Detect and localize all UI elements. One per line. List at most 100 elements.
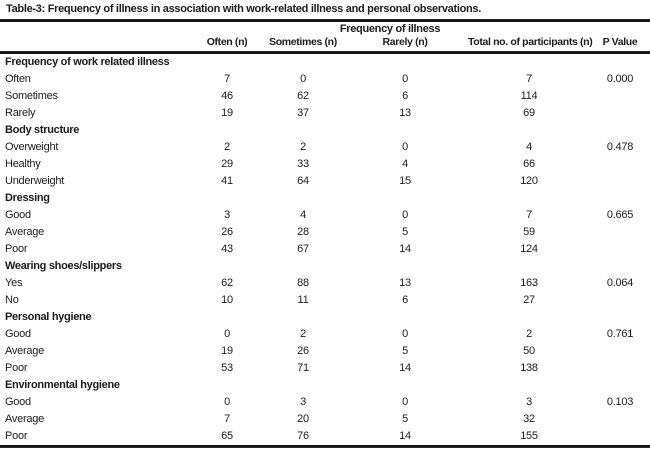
- cell-rarely: 5: [402, 413, 408, 425]
- cell-rarely: 13: [399, 277, 411, 289]
- section-header: Frequency of work related illness: [5, 56, 170, 68]
- cell-total: 2: [526, 328, 532, 340]
- row-label: Good: [5, 328, 31, 340]
- row-label: Poor: [5, 362, 28, 374]
- cell-sometimes: 26: [297, 345, 309, 357]
- row-label: No: [5, 294, 19, 306]
- cell-rarely: 5: [402, 345, 408, 357]
- row-label: Healthy: [5, 158, 41, 170]
- cell-rarely: 6: [402, 90, 408, 102]
- row-label: Poor: [5, 430, 28, 442]
- cell-p: [590, 224, 650, 241]
- cell-total: 7: [526, 209, 532, 221]
- span-row-spacer-right: [590, 22, 650, 36]
- section-header: Wearing shoes/slippers: [5, 260, 122, 272]
- cell-often: 0: [224, 328, 230, 340]
- cell-p: [590, 105, 650, 122]
- cell-total: 50: [523, 345, 535, 357]
- cell-often: 19: [221, 345, 233, 357]
- cell-rarely: 0: [402, 396, 408, 408]
- cell-sometimes: 71: [297, 362, 309, 374]
- cell-total: 66: [523, 158, 535, 170]
- cell-sometimes: 67: [297, 243, 309, 255]
- column-header-empty: [0, 36, 190, 51]
- cell-total: 59: [523, 226, 535, 238]
- table-caption: Table-3: Frequency of illness in associa…: [6, 3, 481, 15]
- caption-divider: [0, 19, 650, 22]
- section-header: Body structure: [5, 124, 80, 136]
- cell-often: 10: [221, 294, 233, 306]
- column-header-p-value: P Value: [602, 36, 638, 48]
- cell-p: [590, 343, 650, 360]
- column-header-often: Often (n): [206, 36, 248, 48]
- section-header: Personal hygiene: [5, 311, 92, 323]
- cell-often: 29: [221, 158, 233, 170]
- row-label: Overweight: [5, 141, 59, 153]
- cell-rarely: 4: [402, 158, 408, 170]
- cell-often: 41: [221, 175, 233, 187]
- cell-p: [590, 173, 650, 190]
- row-label: Underweight: [5, 175, 65, 187]
- cell-sometimes: 2: [300, 141, 306, 153]
- span-row-spacer-left: [0, 22, 190, 36]
- cell-p: 0.478: [606, 141, 634, 153]
- cell-often: 65: [221, 430, 233, 442]
- cell-p: [590, 360, 650, 377]
- cell-sometimes: 3: [300, 396, 306, 408]
- cell-p: [590, 88, 650, 105]
- cell-often: 53: [221, 362, 233, 374]
- row-label: Average: [5, 413, 45, 425]
- cell-often: 43: [221, 243, 233, 255]
- cell-sometimes: 11: [297, 294, 309, 306]
- cell-sometimes: 37: [297, 107, 309, 119]
- cell-often: 62: [221, 277, 233, 289]
- cell-total: 69: [523, 107, 535, 119]
- row-label: Average: [5, 226, 45, 238]
- cell-p: 0.000: [606, 73, 634, 85]
- cell-rarely: 14: [399, 430, 411, 442]
- cell-total: 124: [520, 243, 538, 255]
- cell-p: 0.064: [606, 277, 634, 289]
- cell-p: 0.665: [606, 209, 634, 221]
- row-label: Good: [5, 396, 31, 408]
- row-label: Sometimes: [5, 90, 58, 102]
- section-header: Environmental hygiene: [5, 379, 120, 391]
- column-header-total-participants: Total no. of participants (n): [468, 36, 593, 48]
- cell-total: 7: [526, 73, 532, 85]
- cell-often: 7: [224, 73, 230, 85]
- cell-often: 46: [221, 90, 233, 102]
- cell-rarely: 14: [399, 243, 411, 255]
- cell-p: [590, 292, 650, 309]
- cell-rarely: 6: [402, 294, 408, 306]
- cell-total: 3: [526, 396, 532, 408]
- cell-total: 163: [520, 277, 538, 289]
- cell-sometimes: 76: [297, 430, 309, 442]
- cell-p: 0.761: [606, 328, 634, 340]
- cell-sometimes: 4: [300, 209, 306, 221]
- cell-sometimes: 28: [297, 226, 309, 238]
- cell-sometimes: 88: [297, 277, 309, 289]
- row-label: Often: [5, 73, 31, 85]
- cell-sometimes: 20: [297, 413, 309, 425]
- cell-rarely: 15: [399, 175, 411, 187]
- cell-p: [590, 428, 650, 445]
- row-label: Average: [5, 345, 45, 357]
- section-header: Dressing: [5, 192, 50, 204]
- cell-rarely: 14: [399, 362, 411, 374]
- cell-p: [590, 411, 650, 428]
- cell-often: 3: [224, 209, 230, 221]
- cell-rarely: 0: [402, 209, 408, 221]
- cell-rarely: 0: [402, 73, 408, 85]
- cell-often: 2: [224, 141, 230, 153]
- column-header-sometimes: Sometimes (n): [269, 36, 337, 48]
- row-label: Yes: [5, 277, 23, 289]
- cell-sometimes: 0: [300, 73, 306, 85]
- cell-often: 0: [224, 396, 230, 408]
- cell-sometimes: 2: [300, 328, 306, 340]
- cell-p: [590, 156, 650, 173]
- cell-often: 26: [221, 226, 233, 238]
- cell-total: 27: [523, 294, 535, 306]
- cell-often: 7: [224, 413, 230, 425]
- cell-rarely: 0: [402, 328, 408, 340]
